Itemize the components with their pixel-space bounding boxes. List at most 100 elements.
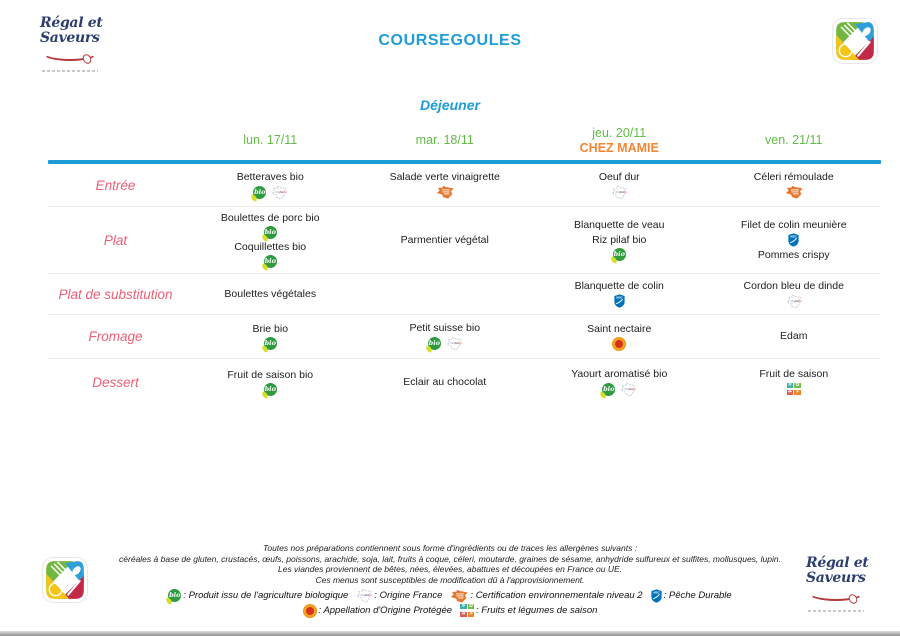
legend-label: : Appellation d'Origine Protégée xyxy=(318,605,453,617)
dish-name: Filet de colin meunière xyxy=(740,218,847,231)
dish-name: Salade verte vinaigrette xyxy=(389,171,500,183)
aop-icon xyxy=(612,336,627,351)
dish: Fruit de saison ❄ ✿ ☘ ☀ xyxy=(713,368,876,396)
day-label: lun. 17/11 xyxy=(243,133,298,147)
brand-wordmark: Régal et Saveurs xyxy=(40,16,120,46)
bio-icon: bio xyxy=(253,185,267,199)
menu-cell: Boulettes végétales xyxy=(183,283,358,306)
dish-name: Pommes crispy xyxy=(757,248,830,261)
meat-origin-note: Les viandes proviennent de bêtes, nées, … xyxy=(277,564,622,574)
svg-text:MSC: MSC xyxy=(616,296,622,300)
menu-cell: Fruit de saison ❄ ✿ ☘ ☀ xyxy=(707,363,882,401)
dish: Riz pilaf bio bio xyxy=(538,234,701,261)
svg-text:France: France xyxy=(280,189,287,193)
saison-icon: ❄ ✿ ☘ ☀ xyxy=(460,603,475,618)
svg-text:Origine: Origine xyxy=(450,341,459,345)
icon-legend: bio : Produit issu de l'agriculture biol… xyxy=(100,588,800,618)
bio-icon: bio xyxy=(263,382,277,396)
row-label: Fromage xyxy=(88,329,143,344)
allergens-list: céréales à base de gluten, crustacés, œu… xyxy=(119,553,781,564)
season-square: ☘ xyxy=(786,389,794,396)
cutlery-logo-icon xyxy=(832,18,878,64)
menu-row: Fromage Brie bio bio Petit suisse bio bio Ori… xyxy=(48,315,881,359)
saison-icon: ❄ ✿ ☘ ☀ xyxy=(786,382,801,396)
day-note: CHEZ MAMIE xyxy=(579,140,659,155)
svg-text:Origine: Origine xyxy=(616,189,625,193)
bio-icon: bio xyxy=(168,589,182,602)
cert-env-icon xyxy=(436,185,454,199)
menu-cell: Blanquette de colin MSC xyxy=(532,275,707,313)
day-label: jeu. 20/11 xyxy=(592,125,647,140)
cert-env-icon xyxy=(785,185,803,199)
dish: Parmentier végétal xyxy=(364,234,527,247)
legend-label: : Certification environnementale niveau … xyxy=(470,590,643,601)
dish-name: Yaourt aromatisé bio xyxy=(571,367,668,380)
supply-note: Ces menus sont susceptibles de modificat… xyxy=(315,574,585,585)
smile-icon xyxy=(42,45,98,61)
meal-title: Déjeuner xyxy=(420,97,480,113)
cutlery-logo-icon-bottom xyxy=(42,557,88,603)
legend-item: : Certification environnementale niveau … xyxy=(450,588,643,603)
day-header: ven. 21/11 xyxy=(707,133,882,147)
menu-cell: Filet de colin meunière MSC Pommes crispy xyxy=(707,214,882,267)
brand-logo-top-left: Régal et Saveurs xyxy=(40,16,120,72)
bio-icon: bio xyxy=(612,248,626,261)
dish: Blanquette de veau xyxy=(538,219,701,232)
svg-text:Origine: Origine xyxy=(361,593,370,597)
menu-row: Plat Boulettes de porc bio bio Coquillettes… xyxy=(48,207,881,274)
legend-item: ❄ ✿ ☘ ☀ : Fruits et légumes de saison xyxy=(460,603,597,618)
menu-table: lun. 17/11 mar. 18/11 jeu. 20/11 CHEZ MAMIE… xyxy=(48,120,881,405)
dish: Salade verte vinaigrette xyxy=(364,171,527,199)
legend-label: : Produit issu de l'agriculture biologiq… xyxy=(183,590,349,601)
menu-cell: Eclair au chocolat xyxy=(358,371,533,394)
day-label: mar. 18/11 xyxy=(415,133,474,147)
scan-page-edge xyxy=(0,631,900,636)
row-label: Plat de substitution xyxy=(58,286,173,302)
dish: Eclair au chocolat xyxy=(364,376,527,389)
row-label: Entrée xyxy=(95,177,136,193)
header-divider-rule xyxy=(48,160,881,164)
bio-icon: bio xyxy=(263,337,277,350)
dish-name: Oeuf dur xyxy=(598,170,640,183)
msc-icon: MSC xyxy=(650,588,662,603)
brand-logo-bottom-right: Régal et Saveurs xyxy=(806,556,886,612)
dish-name: Parmentier végétal xyxy=(400,233,489,246)
svg-text:France: France xyxy=(620,189,627,193)
dish-icons: bio xyxy=(189,337,352,350)
dish-name: Edam xyxy=(780,330,808,342)
dish: Brie bio bio xyxy=(189,323,352,350)
brand-tagline-microtext xyxy=(42,70,98,72)
brand-line2: Saveurs xyxy=(40,30,100,46)
menu-cell: Boulettes de porc bio bio Coquillettes bio… xyxy=(183,207,358,273)
brand-line1-bottom: Régal et xyxy=(806,555,869,571)
svg-text:France: France xyxy=(365,593,372,597)
season-square: ✿ xyxy=(467,603,475,610)
brand-wordmark-bottom: Régal et Saveurs xyxy=(806,556,886,586)
legend-label: : Pêche Durable xyxy=(663,590,732,601)
svg-text:Origine: Origine xyxy=(625,386,634,390)
brand-line2-bottom: Saveurs xyxy=(806,570,866,586)
svg-text:France: France xyxy=(455,341,462,345)
dish: Coquillettes bio bio xyxy=(189,241,352,268)
menu-row: Dessert Fruit de saison bio bio Eclair au c… xyxy=(48,359,881,405)
dish: Boulettes de porc bio bio xyxy=(189,212,352,239)
day-header: jeu. 20/11 CHEZ MAMIE xyxy=(532,126,707,155)
dish: Fruit de saison bio bio xyxy=(189,369,352,396)
legend-item: MSC : Pêche Durable xyxy=(650,588,732,603)
dish: Céleri rémoulade xyxy=(713,171,876,199)
dish-icons: bio xyxy=(189,382,352,396)
svg-text:France: France xyxy=(795,298,802,302)
